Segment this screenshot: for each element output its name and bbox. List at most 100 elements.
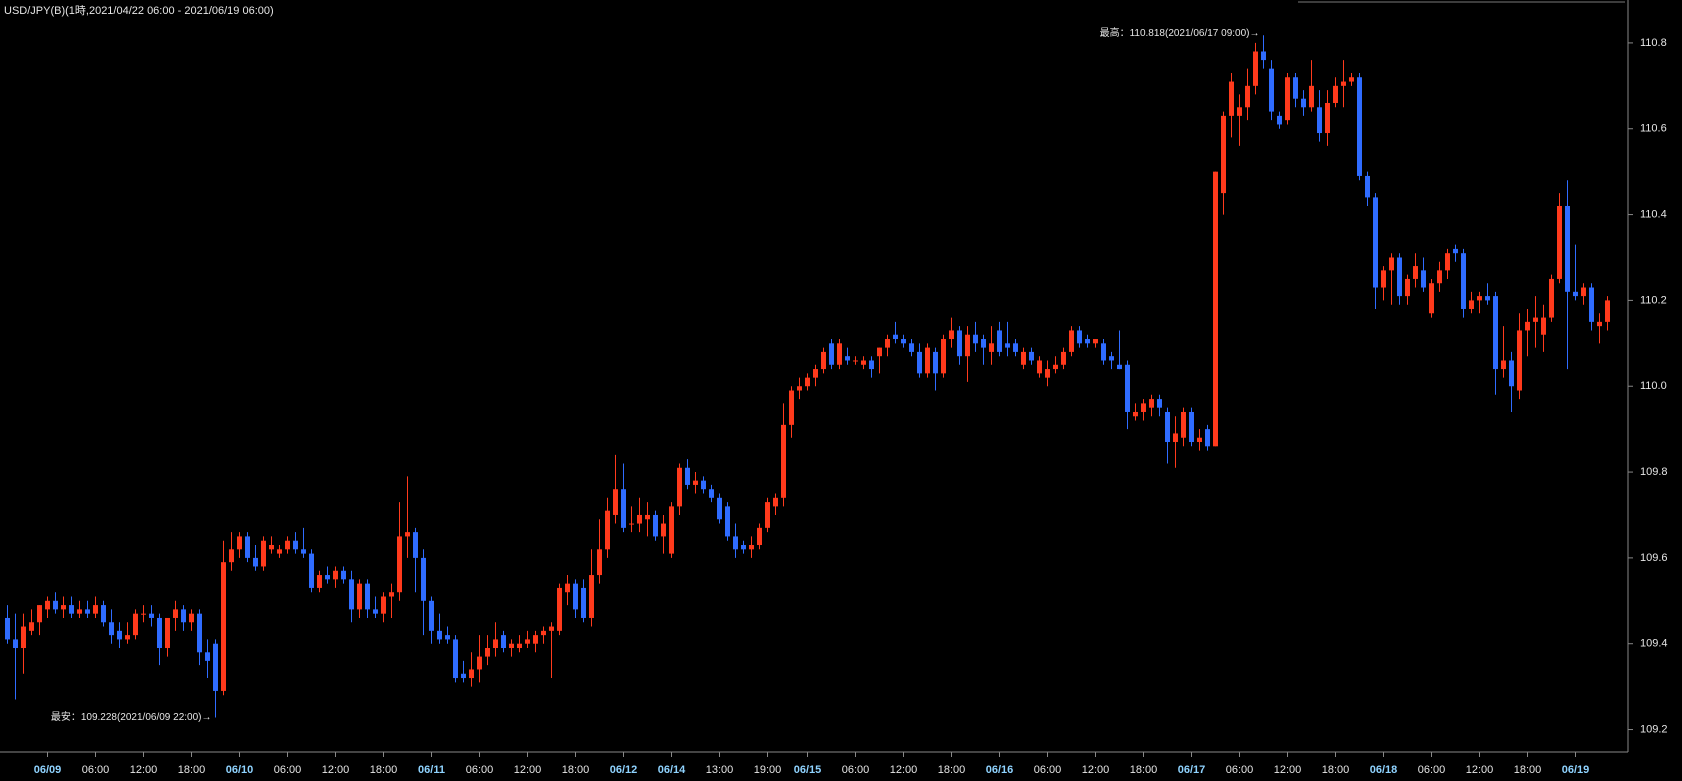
candle-body bbox=[1325, 102, 1330, 134]
y-tick-label: 110.4 bbox=[1640, 208, 1667, 220]
candle-body bbox=[1085, 339, 1090, 344]
candle-body bbox=[1125, 364, 1130, 412]
candle-body bbox=[253, 557, 258, 567]
candle-body bbox=[461, 673, 466, 679]
candle-body bbox=[501, 635, 506, 649]
candle-body bbox=[661, 523, 666, 537]
candle-body bbox=[509, 643, 514, 649]
candle-body bbox=[29, 622, 34, 631]
candle-body bbox=[1373, 197, 1378, 288]
candle-body bbox=[1277, 115, 1282, 125]
candle-body bbox=[1493, 296, 1498, 370]
candle-body bbox=[821, 351, 826, 370]
candle-body bbox=[1117, 364, 1122, 370]
candle-body bbox=[1189, 411, 1194, 443]
x-tick-label: 06/16 bbox=[986, 764, 1014, 776]
candle-body bbox=[69, 605, 74, 614]
candle-body bbox=[701, 480, 706, 490]
candle-body bbox=[1133, 411, 1138, 417]
candle-body bbox=[621, 489, 626, 528]
x-tick-label: 12:00 bbox=[890, 764, 918, 776]
candle-body bbox=[973, 334, 978, 344]
candle-body bbox=[197, 613, 202, 653]
candle-body bbox=[965, 334, 970, 357]
candle-body bbox=[101, 605, 106, 623]
candle-body bbox=[1437, 270, 1442, 284]
candle-body bbox=[1317, 107, 1322, 134]
candle-body bbox=[1477, 296, 1482, 301]
candle-body bbox=[1141, 403, 1146, 412]
candle-body bbox=[285, 540, 290, 550]
candle-body bbox=[885, 339, 890, 348]
candle-body bbox=[205, 652, 210, 661]
candle-body bbox=[741, 545, 746, 550]
candle-body bbox=[5, 617, 10, 640]
candle-body bbox=[1173, 433, 1178, 443]
candle-body bbox=[565, 583, 570, 593]
candle-body bbox=[1269, 68, 1274, 112]
candle-body bbox=[797, 386, 802, 391]
candle-body bbox=[1597, 321, 1602, 327]
candle-body bbox=[1309, 85, 1314, 108]
candle-body bbox=[1333, 85, 1338, 103]
candle-body bbox=[581, 587, 586, 618]
candle-body bbox=[997, 330, 1002, 352]
annotation-low: 最安：109.228(2021/06/09 22:00)→ bbox=[51, 710, 212, 723]
candle-body bbox=[1165, 411, 1170, 443]
candle-body bbox=[357, 583, 362, 610]
candle-body bbox=[861, 360, 866, 365]
x-tick-label: 12:00 bbox=[322, 764, 350, 776]
candle-body bbox=[117, 630, 122, 640]
candle-body bbox=[749, 545, 754, 550]
candle-body bbox=[237, 536, 242, 550]
candle-body bbox=[1005, 343, 1010, 348]
x-tick-label: 18:00 bbox=[562, 764, 590, 776]
candle-body bbox=[901, 339, 906, 344]
candle-body bbox=[1213, 171, 1218, 447]
y-tick-label: 110.0 bbox=[1640, 380, 1667, 392]
candle-body bbox=[1181, 411, 1186, 438]
candle-body bbox=[933, 351, 938, 374]
candle-body bbox=[989, 343, 994, 352]
candle-body bbox=[365, 583, 370, 610]
candle-body bbox=[1517, 330, 1522, 391]
candle-body bbox=[493, 639, 498, 649]
candle-body bbox=[1541, 317, 1546, 335]
candle-body bbox=[93, 605, 98, 614]
candle-body bbox=[293, 540, 298, 550]
candle-body bbox=[133, 613, 138, 636]
candle-body bbox=[1053, 364, 1058, 370]
candle-body bbox=[85, 609, 90, 614]
candle-body bbox=[213, 643, 218, 691]
candle-body bbox=[1229, 81, 1234, 116]
candle-body bbox=[1485, 296, 1490, 301]
candle-body bbox=[629, 523, 634, 525]
candle-body bbox=[349, 579, 354, 610]
candle-body bbox=[1157, 399, 1162, 408]
candle-body bbox=[517, 643, 522, 649]
candle-body bbox=[1533, 317, 1538, 322]
candle-body bbox=[1549, 278, 1554, 318]
y-tick-label: 109.6 bbox=[1640, 552, 1668, 564]
candle-body bbox=[1221, 115, 1226, 194]
x-tick-label: 06:00 bbox=[842, 764, 870, 776]
candle-body bbox=[877, 347, 882, 357]
candle-body bbox=[1021, 351, 1026, 365]
candle-body bbox=[229, 549, 234, 563]
x-tick-label: 06/10 bbox=[226, 764, 254, 776]
candle-body bbox=[709, 489, 714, 498]
y-tick-label: 109.2 bbox=[1640, 723, 1668, 735]
candle-body bbox=[389, 592, 394, 597]
candle-body bbox=[1101, 343, 1106, 361]
candle-body bbox=[1501, 360, 1506, 370]
candle-body bbox=[653, 514, 658, 537]
candle-body bbox=[141, 613, 146, 615]
candle-body bbox=[941, 339, 946, 374]
candle-body bbox=[541, 630, 546, 636]
candle-body bbox=[829, 343, 834, 365]
candle-body bbox=[1029, 351, 1034, 361]
x-tick-label: 06/12 bbox=[610, 764, 638, 776]
x-tick-label: 12:00 bbox=[514, 764, 542, 776]
candle-body bbox=[1397, 257, 1402, 297]
